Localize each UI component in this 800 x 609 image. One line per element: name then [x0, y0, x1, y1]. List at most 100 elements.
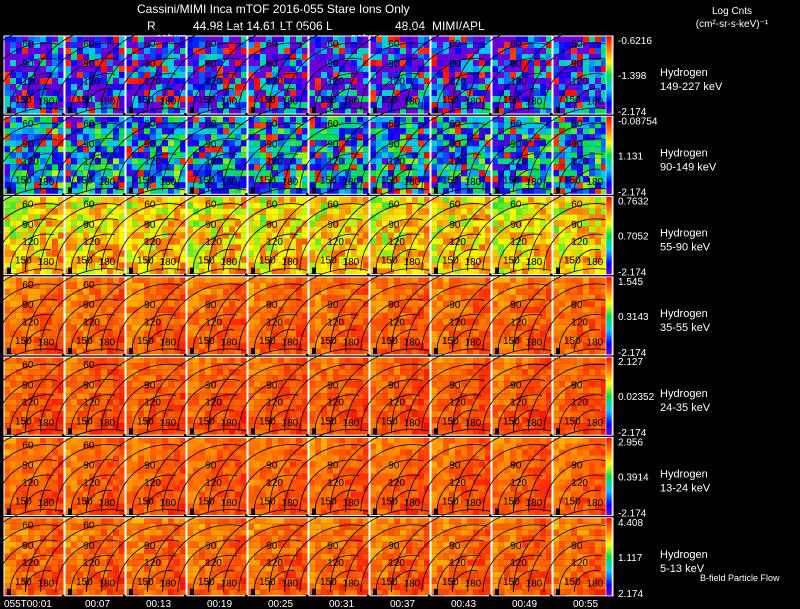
heatmap-cell	[302, 108, 308, 114]
heatmap-cell	[400, 226, 406, 233]
heatmap-cell	[229, 128, 235, 135]
heatmap-cell	[65, 146, 71, 153]
heatmap-cell	[528, 244, 534, 251]
heatmap-cell	[113, 42, 119, 48]
heatmap-cell	[223, 232, 229, 239]
heatmap-cell	[138, 300, 144, 307]
heatmap-cell	[4, 318, 10, 325]
heatmap-cell	[394, 214, 400, 221]
heatmap-cell	[254, 220, 260, 227]
heatmap-cell	[345, 306, 351, 313]
heatmap-cell	[28, 276, 34, 283]
heatmap-cell	[83, 244, 89, 251]
heatmap-cell	[406, 282, 412, 289]
heatmap-cell	[150, 116, 156, 123]
heatmap-cell	[187, 60, 193, 66]
heatmap-cell	[101, 208, 107, 215]
heatmap-cell	[382, 60, 388, 66]
heatmap-cell	[400, 268, 406, 275]
heatmap-cell	[534, 152, 540, 159]
heatmap-cell	[388, 294, 394, 301]
heatmap-cell	[412, 232, 418, 239]
heatmap-cell	[83, 336, 89, 343]
heatmap-cell	[95, 250, 101, 257]
heatmap-cell	[583, 108, 589, 114]
heatmap-cell	[180, 182, 186, 189]
heatmap-cell	[418, 312, 424, 319]
heatmap-cell	[95, 282, 101, 289]
heatmap-cell	[290, 276, 296, 283]
heatmap-cell	[138, 128, 144, 135]
heatmap-cell	[418, 262, 424, 269]
heatmap-cell	[205, 134, 211, 141]
heatmap-cell	[254, 330, 260, 337]
heatmap-cell	[34, 60, 40, 66]
heatmap-cell	[376, 182, 382, 189]
heatmap-cell	[284, 60, 290, 66]
heatmap-cell	[589, 268, 595, 275]
heatmap-cell	[589, 146, 595, 153]
heatmap-cell	[89, 330, 95, 337]
heatmap-cell	[394, 208, 400, 215]
heatmap-cell	[473, 348, 479, 355]
heatmap-cell	[461, 134, 467, 141]
heatmap-cell	[455, 48, 461, 54]
heatmap-cell	[485, 182, 491, 189]
heatmap-cell	[223, 202, 229, 209]
heatmap-cell	[193, 54, 199, 60]
heatmap-cell	[388, 90, 394, 96]
heatmap-cell	[180, 188, 186, 195]
heatmap-cell	[437, 342, 443, 349]
heatmap-cell	[217, 176, 223, 183]
heatmap-cell	[28, 220, 34, 227]
heatmap-cell	[412, 42, 418, 48]
heatmap-cell	[583, 250, 589, 257]
heatmap-cell	[345, 294, 351, 301]
heatmap-cell	[437, 72, 443, 78]
heatmap-cell	[235, 256, 241, 263]
heatmap-cell	[132, 188, 138, 195]
heatmap-cell	[485, 72, 491, 78]
heatmap-cell	[138, 318, 144, 325]
heatmap-cell	[138, 208, 144, 215]
heatmap-cell	[394, 348, 400, 355]
heatmap-cell	[370, 36, 376, 42]
heatmap-cell	[4, 122, 10, 129]
heatmap-cell	[34, 288, 40, 295]
heatmap-cell	[370, 300, 376, 307]
heatmap-cell	[229, 288, 235, 295]
heatmap-cell	[217, 318, 223, 325]
heatmap-cell	[437, 146, 443, 153]
heatmap-cell	[174, 330, 180, 337]
r-label: R	[147, 19, 156, 33]
heatmap-cell	[71, 268, 77, 275]
heatmap-cell	[22, 306, 28, 313]
heatmap-cell	[461, 78, 467, 84]
heatmap-cell	[363, 256, 369, 263]
heatmap-cell	[40, 312, 46, 319]
heatmap-cell	[71, 158, 77, 165]
heatmap-cell	[107, 152, 113, 159]
heatmap-cell	[150, 294, 156, 301]
heatmap-cell	[193, 288, 199, 295]
heatmap-cell	[370, 318, 376, 325]
heatmap-cell	[327, 250, 333, 257]
heatmap-cell	[504, 90, 510, 96]
heatmap-cell	[394, 36, 400, 42]
heatmap-cell	[363, 336, 369, 343]
heatmap-cell	[583, 134, 589, 141]
heatmap-cell	[205, 250, 211, 257]
heatmap-cell	[601, 84, 607, 90]
heatmap-cell	[559, 42, 565, 48]
heatmap-cell	[370, 336, 376, 343]
heatmap-cell	[516, 146, 522, 153]
heatmap-cell	[187, 146, 193, 153]
heatmap-cell	[156, 188, 162, 195]
heatmap-cell	[522, 268, 528, 275]
heatmap-cell	[144, 214, 150, 221]
heatmap-cell	[174, 188, 180, 195]
heatmap-cell	[363, 312, 369, 319]
heatmap-cell	[162, 238, 168, 245]
heatmap-cell	[83, 116, 89, 123]
heatmap-cell	[284, 128, 290, 135]
